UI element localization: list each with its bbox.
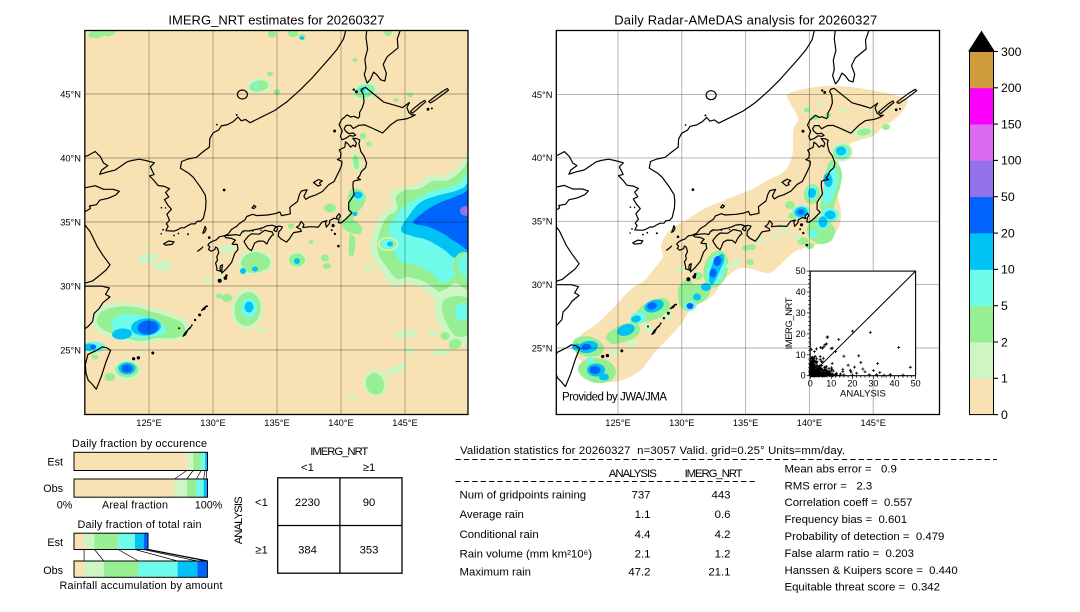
svg-text:20: 20 (796, 329, 806, 339)
svg-text:443: 443 (711, 489, 730, 501)
svg-text:4.4: 4.4 (635, 529, 651, 541)
svg-text:0: 0 (808, 379, 813, 389)
svg-text:50: 50 (796, 266, 806, 276)
svg-text:Daily fraction of total rain: Daily fraction of total rain (78, 519, 202, 531)
svg-text:Rainfall accumulation by amoun: Rainfall accumulation by amount (60, 580, 223, 592)
svg-text:125°E: 125°E (605, 418, 630, 428)
svg-text:ANALYSIS: ANALYSIS (233, 496, 245, 544)
svg-text:Obs: Obs (43, 483, 63, 495)
svg-text:IMERG_NRT estimates for 202603: IMERG_NRT estimates for 20260327 (168, 13, 384, 28)
svg-text:Probability of detection = 0.: Probability of detection = 0.479 (785, 531, 945, 543)
svg-text:Daily fraction by occurence: Daily fraction by occurence (72, 438, 207, 450)
svg-text:1.2: 1.2 (715, 548, 731, 560)
svg-text:47.2: 47.2 (628, 566, 650, 578)
svg-text:45°N: 45°N (532, 90, 553, 100)
svg-text:ANALYSIS: ANALYSIS (840, 389, 886, 400)
svg-text:20: 20 (1001, 226, 1015, 240)
svg-text:30: 30 (868, 379, 878, 389)
svg-text:200: 200 (1001, 81, 1022, 95)
svg-text:125°E: 125°E (136, 418, 161, 428)
svg-text:Frequency bias = 0.601: Frequency bias = 0.601 (785, 514, 908, 526)
svg-text:35°N: 35°N (60, 217, 81, 227)
svg-text:50: 50 (1001, 190, 1015, 204)
svg-text:2: 2 (1001, 335, 1008, 349)
svg-text:40°N: 40°N (60, 153, 81, 163)
svg-text:30: 30 (796, 308, 806, 318)
svg-text:140°E: 140°E (328, 418, 353, 428)
svg-text:100: 100 (1001, 154, 1022, 168)
svg-text:0.6: 0.6 (715, 509, 731, 521)
svg-text:4.2: 4.2 (715, 529, 731, 541)
svg-text:384: 384 (298, 545, 317, 557)
svg-text:300: 300 (1001, 45, 1022, 59)
svg-text:130°E: 130°E (200, 418, 225, 428)
svg-text:50: 50 (911, 379, 921, 389)
svg-text:Est: Est (47, 537, 63, 549)
svg-text:5: 5 (1001, 299, 1008, 313)
svg-text:20: 20 (847, 379, 857, 389)
svg-text:40: 40 (796, 287, 806, 297)
svg-text:0: 0 (1001, 408, 1008, 422)
svg-text:30°N: 30°N (532, 280, 553, 290)
svg-text:40: 40 (889, 379, 899, 389)
svg-text:Areal fraction: Areal fraction (102, 500, 168, 512)
svg-text:Num of gridpoints raining: Num of gridpoints raining (460, 489, 587, 501)
svg-text:Average rain: Average rain (460, 509, 524, 521)
svg-text:Mean abs error = 0.9: Mean abs error = 0.9 (785, 463, 897, 475)
svg-text:2.1: 2.1 (635, 548, 651, 560)
svg-text:Equitable threat score = 0.34: Equitable threat score = 0.342 (785, 582, 940, 594)
svg-text:Daily Radar-AMeDAS analysis fo: Daily Radar-AMeDAS analysis for 20260327 (614, 13, 877, 28)
svg-text:2230: 2230 (295, 497, 320, 509)
svg-text:25°N: 25°N (532, 343, 553, 353)
svg-text:Maximum rain: Maximum rain (460, 566, 532, 578)
svg-text:Correlation coeff = 0.557: Correlation coeff = 0.557 (785, 497, 913, 509)
svg-text:0%: 0% (57, 500, 73, 512)
svg-text:21.1: 21.1 (708, 566, 730, 578)
svg-text:Conditional rain: Conditional rain (460, 529, 539, 541)
svg-text:1.1: 1.1 (635, 509, 651, 521)
svg-text:IMERG_NRT: IMERG_NRT (784, 297, 795, 349)
svg-text:135°E: 135°E (264, 418, 289, 428)
svg-text:145°E: 145°E (392, 418, 417, 428)
svg-text:150: 150 (1001, 117, 1022, 131)
svg-text:130°E: 130°E (669, 418, 694, 428)
svg-text:353: 353 (360, 545, 379, 557)
svg-text:10: 10 (796, 350, 806, 360)
svg-text:25°N: 25°N (60, 345, 81, 355)
svg-text:Provided by JWA/JMA: Provided by JWA/JMA (562, 392, 667, 404)
svg-text:10: 10 (826, 379, 836, 389)
svg-text:Rain volume (mm km²10⁶): Rain volume (mm km²10⁶) (460, 548, 593, 560)
svg-text:0: 0 (801, 371, 806, 381)
svg-text:≥1: ≥1 (255, 545, 267, 557)
svg-text:IMERG_NRT: IMERG_NRT (310, 446, 368, 458)
svg-text:<1: <1 (255, 497, 268, 509)
svg-text:Est: Est (47, 457, 63, 469)
svg-text:IMERG_NRT: IMERG_NRT (685, 468, 743, 480)
svg-text:False alarm ratio = 0.203: False alarm ratio = 0.203 (785, 548, 914, 560)
svg-text:35°N: 35°N (532, 217, 553, 227)
svg-text:1: 1 (1001, 372, 1008, 386)
svg-text:ANALYSIS: ANALYSIS (609, 468, 657, 480)
svg-text:≥1: ≥1 (363, 462, 375, 474)
svg-text:30°N: 30°N (60, 281, 81, 291)
svg-text:Validation statistics for 2026: Validation statistics for 20260327 n=305… (460, 445, 845, 457)
svg-text:Hanssen & Kuipers score = 0.4: Hanssen & Kuipers score = 0.440 (785, 565, 958, 577)
svg-text:145°E: 145°E (860, 418, 885, 428)
svg-text:10: 10 (1001, 263, 1015, 277)
svg-text:45°N: 45°N (60, 89, 81, 99)
svg-text:RMS error = 2.3: RMS error = 2.3 (785, 480, 873, 492)
svg-text:140°E: 140°E (797, 418, 822, 428)
svg-text:Obs: Obs (43, 565, 63, 577)
svg-text:737: 737 (631, 489, 650, 501)
svg-text:<1: <1 (301, 462, 314, 474)
svg-text:90: 90 (363, 497, 376, 509)
svg-text:135°E: 135°E (733, 418, 758, 428)
svg-text:40°N: 40°N (532, 153, 553, 163)
svg-text:100%: 100% (195, 500, 223, 512)
